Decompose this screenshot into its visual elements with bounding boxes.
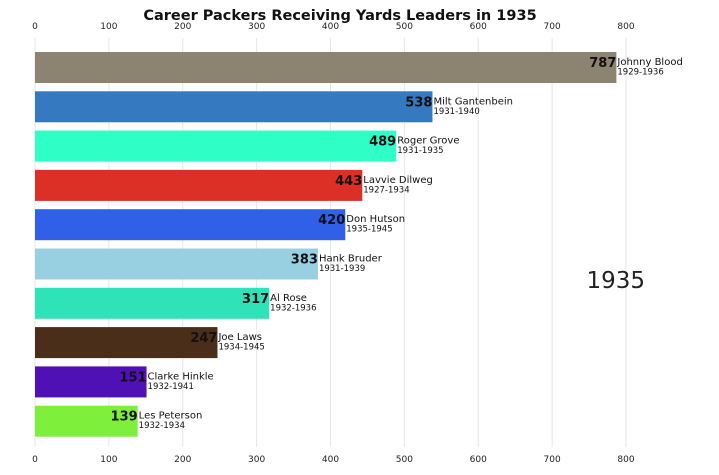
- x-tick-label-top: 300: [248, 22, 265, 32]
- bar-value-label: 489: [369, 135, 396, 150]
- x-tick-label-bottom: 200: [174, 455, 191, 465]
- bar-years-label: 1931-1935: [397, 146, 443, 156]
- x-tick-label-top: 700: [544, 22, 561, 32]
- bar-value-label: 139: [111, 410, 138, 425]
- bar-name-label: Al Rose: [270, 293, 307, 304]
- x-tick-label-bottom: 700: [544, 455, 561, 465]
- x-tick-label-top: 800: [617, 22, 634, 32]
- bar-years-label: 1934-1945: [218, 343, 264, 353]
- bar-value-label: 247: [190, 331, 217, 346]
- x-tick-label-top: 100: [100, 22, 117, 32]
- x-tick-label-bottom: 400: [322, 455, 339, 465]
- x-tick-label-bottom: 0: [32, 455, 38, 465]
- bar-name-label: Clarke Hinkle: [148, 371, 214, 382]
- x-tick-label-top: 500: [396, 22, 413, 32]
- bar-years-label: 1929-1936: [617, 68, 663, 78]
- bar: [35, 130, 397, 162]
- bar: [35, 366, 147, 398]
- x-tick-label-bottom: 800: [617, 455, 634, 465]
- x-axis-top: 0 100 200 300 400 500 600 700 800: [32, 22, 635, 32]
- bar-value-label: 151: [119, 370, 146, 385]
- bar-years-label: 1932-1934: [139, 421, 185, 431]
- bar: [35, 52, 617, 83]
- bar-value-label: 420: [318, 213, 345, 228]
- chart-title: Career Packers Receiving Yards Leaders i…: [143, 8, 536, 24]
- x-tick-label-bottom: 600: [470, 455, 487, 465]
- bar-name-label: Hank Bruder: [319, 254, 383, 265]
- bar-name-label: Johnny Blood: [616, 57, 682, 68]
- bar-years-label: 1932-1936: [270, 303, 316, 313]
- bar-name-label: Don Hutson: [346, 214, 405, 225]
- x-tick-label-bottom: 100: [100, 455, 117, 465]
- x-tick-label-top: 200: [174, 22, 191, 32]
- bar-value-label: 383: [291, 253, 318, 268]
- bar-years-label: 1935-1945: [346, 225, 392, 235]
- bar: [35, 405, 138, 437]
- bar-value-label: 443: [335, 174, 362, 189]
- bar: [35, 169, 363, 201]
- year-label: 1935: [586, 268, 645, 294]
- x-tick-label-top: 400: [322, 22, 339, 32]
- x-tick-label-bottom: 300: [248, 455, 265, 465]
- bar: [35, 91, 433, 123]
- bar-years-label: 1931-1940: [433, 107, 479, 117]
- bar-name-label: Joe Laws: [217, 332, 262, 343]
- bar-name-label: Milt Gantenbein: [433, 96, 513, 107]
- x-tick-label-top: 600: [470, 22, 487, 32]
- bar-years-label: 1932-1941: [148, 382, 194, 392]
- x-tick-label-bottom: 500: [396, 455, 413, 465]
- bar-years-label: 1931-1939: [319, 264, 365, 274]
- gridlines: [34, 38, 627, 447]
- bar-name-label: Roger Grove: [397, 136, 459, 147]
- bar: [35, 209, 346, 241]
- bar-value-label: 787: [589, 56, 616, 71]
- bar: [35, 248, 318, 280]
- x-axis-bottom: 0 100 200 300 400 500 600 700 800: [32, 455, 635, 465]
- bar-name-label: Lavvie Dilweg: [363, 175, 433, 186]
- bar: [35, 327, 218, 359]
- bar-years-label: 1927-1934: [363, 185, 409, 195]
- bar-name-label: Les Peterson: [139, 411, 203, 422]
- bar: [35, 287, 270, 319]
- bar-value-label: 538: [405, 95, 432, 110]
- x-tick-label-top: 0: [32, 22, 38, 32]
- bar-value-label: 317: [242, 292, 269, 307]
